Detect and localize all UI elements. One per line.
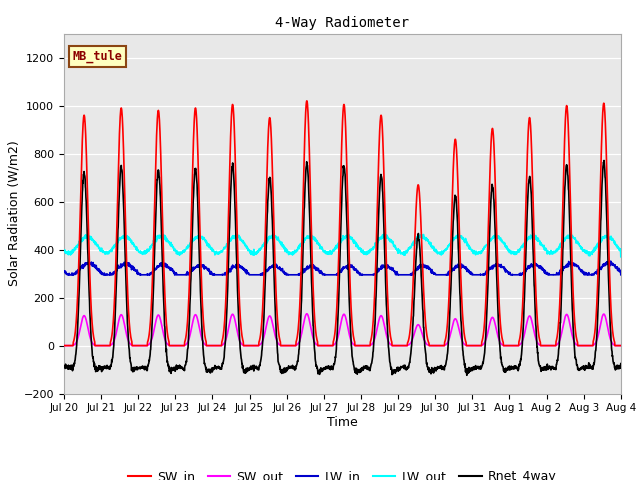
SW_out [303,311,311,317]
LW_in [584,272,591,277]
SW_in [568,251,575,256]
SW_in [584,343,591,348]
LW_out [60,247,68,253]
SW_out [617,343,625,348]
Title: 4-Way Radiometer: 4-Way Radiometer [275,16,410,30]
LW_out [584,251,591,256]
LW_out [371,244,378,250]
Line: SW_in: SW_in [64,101,621,346]
Rnet_4way [617,361,625,367]
LW_out [617,254,625,260]
Rnet_4way [584,364,591,370]
LW_in [63,272,71,277]
LW_in [617,272,625,277]
LW_out [504,246,512,252]
LW_in [568,260,575,265]
Rnet_4way [216,364,223,370]
SW_in [504,343,512,348]
SW_in [216,343,223,348]
SW_out [504,343,512,348]
LW_out [568,235,575,240]
SW_in [617,343,625,348]
Legend: SW_in, SW_out, LW_in, LW_out, Rnet_4way: SW_in, SW_out, LW_in, LW_out, Rnet_4way [124,465,561,480]
SW_out [216,343,223,348]
SW_out [371,336,379,341]
Rnet_4way [568,288,575,293]
LW_in [60,268,68,274]
X-axis label: Time: Time [327,416,358,429]
LW_out [216,251,223,256]
SW_in [371,288,379,294]
SW_out [568,331,575,336]
SW_in [60,343,68,348]
LW_in [504,269,512,275]
SW_in [303,98,311,104]
LW_out [531,231,538,237]
Y-axis label: Solar Radiation (W/m2): Solar Radiation (W/m2) [8,141,21,287]
Text: MB_tule: MB_tule [72,50,122,63]
SW_in [359,343,367,348]
SW_out [60,343,68,348]
Line: LW_in: LW_in [64,261,621,275]
Line: Rnet_4way: Rnet_4way [64,160,621,375]
LW_in [216,272,223,277]
Rnet_4way [60,364,68,370]
Rnet_4way [504,364,512,370]
SW_out [584,343,591,348]
Rnet_4way [358,365,366,371]
Line: LW_out: LW_out [64,234,621,257]
LW_in [607,258,614,264]
LW_in [371,271,379,277]
LW_out [358,249,366,255]
Rnet_4way [463,372,470,378]
Rnet_4way [371,328,378,334]
Line: SW_out: SW_out [64,314,621,346]
SW_out [359,343,367,348]
LW_in [359,272,367,277]
Rnet_4way [600,157,608,163]
